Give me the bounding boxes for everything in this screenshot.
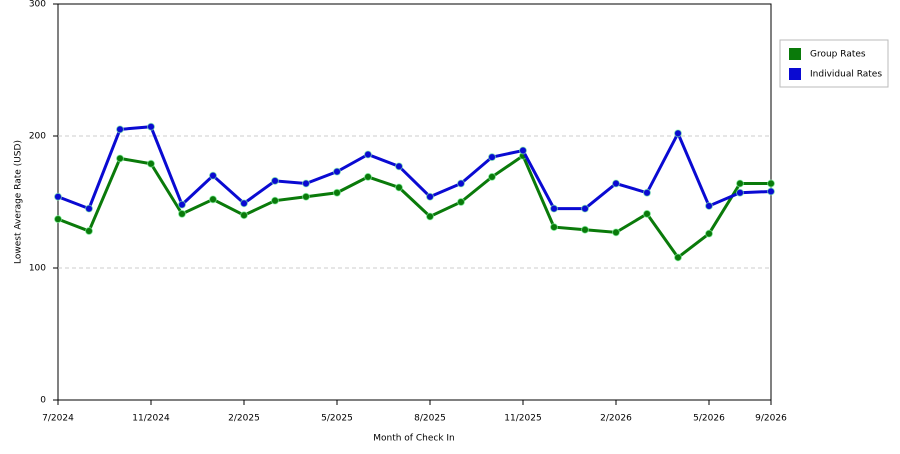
data-point — [767, 187, 775, 196]
data-point — [54, 215, 62, 224]
data-point — [209, 171, 217, 180]
y-axis-title: Lowest Average Rate (USD) — [14, 140, 24, 264]
data-point — [426, 192, 434, 201]
data-point — [54, 192, 62, 201]
x-tick-label: 8/2025 — [414, 414, 446, 424]
data-point — [85, 204, 93, 213]
series-line — [57, 153, 771, 260]
y-tick-label: 0 — [40, 396, 46, 406]
data-point — [581, 225, 589, 234]
data-point — [147, 122, 155, 131]
data-point — [736, 188, 744, 197]
x-tick-label: 2/2026 — [600, 414, 632, 424]
x-tick-label: 5/2025 — [321, 414, 353, 424]
data-point — [147, 159, 155, 168]
data-point — [612, 179, 620, 188]
data-point — [178, 209, 186, 218]
data-point — [178, 200, 186, 209]
data-point — [302, 192, 310, 201]
data-point — [643, 188, 651, 197]
x-axis-title: Month of Check In — [373, 434, 455, 444]
data-point — [705, 201, 713, 210]
data-point — [85, 227, 93, 236]
data-point — [488, 153, 496, 162]
x-tick-label: 7/2024 — [42, 414, 74, 424]
data-point — [550, 204, 558, 213]
data-point — [519, 146, 527, 155]
data-point — [457, 198, 465, 206]
data-point — [550, 223, 558, 232]
data-point — [333, 188, 341, 197]
data-point — [271, 196, 279, 205]
legend-label: Individual Rates — [810, 70, 882, 80]
data-point — [767, 179, 775, 188]
x-tick-label: 11/2025 — [504, 414, 541, 424]
data-point — [643, 209, 651, 218]
data-point — [612, 228, 620, 237]
data-point — [364, 150, 372, 159]
x-tick-label: 2/2025 — [228, 414, 260, 424]
data-point — [209, 195, 217, 204]
data-point — [488, 172, 496, 181]
data-point — [395, 162, 403, 171]
data-point — [116, 154, 124, 163]
x-tick-label: 5/2026 — [693, 414, 725, 424]
legend-swatch — [789, 68, 801, 80]
y-tick-label: 100 — [29, 264, 46, 274]
data-point — [581, 204, 589, 213]
y-tick-label: 200 — [29, 132, 46, 142]
x-tick-label: 11/2024 — [132, 414, 170, 424]
data-point — [302, 179, 310, 188]
series-line — [57, 125, 772, 211]
data-point — [395, 183, 403, 192]
data-point — [333, 167, 341, 176]
data-point — [705, 229, 713, 238]
y-tick-label: 300 — [29, 0, 46, 10]
legend-swatch — [789, 48, 801, 60]
data-point — [240, 199, 248, 208]
data-point — [457, 179, 465, 188]
data-point — [116, 125, 124, 134]
data-point — [240, 211, 248, 220]
legend-label: Group Rates — [810, 50, 866, 60]
data-point — [674, 253, 682, 262]
data-point — [674, 129, 682, 138]
plot-frame — [57, 3, 772, 401]
x-tick-label: 9/2026 — [755, 414, 787, 424]
data-point — [426, 212, 434, 221]
data-point — [736, 179, 744, 188]
data-point — [364, 172, 372, 181]
data-point — [271, 176, 279, 185]
